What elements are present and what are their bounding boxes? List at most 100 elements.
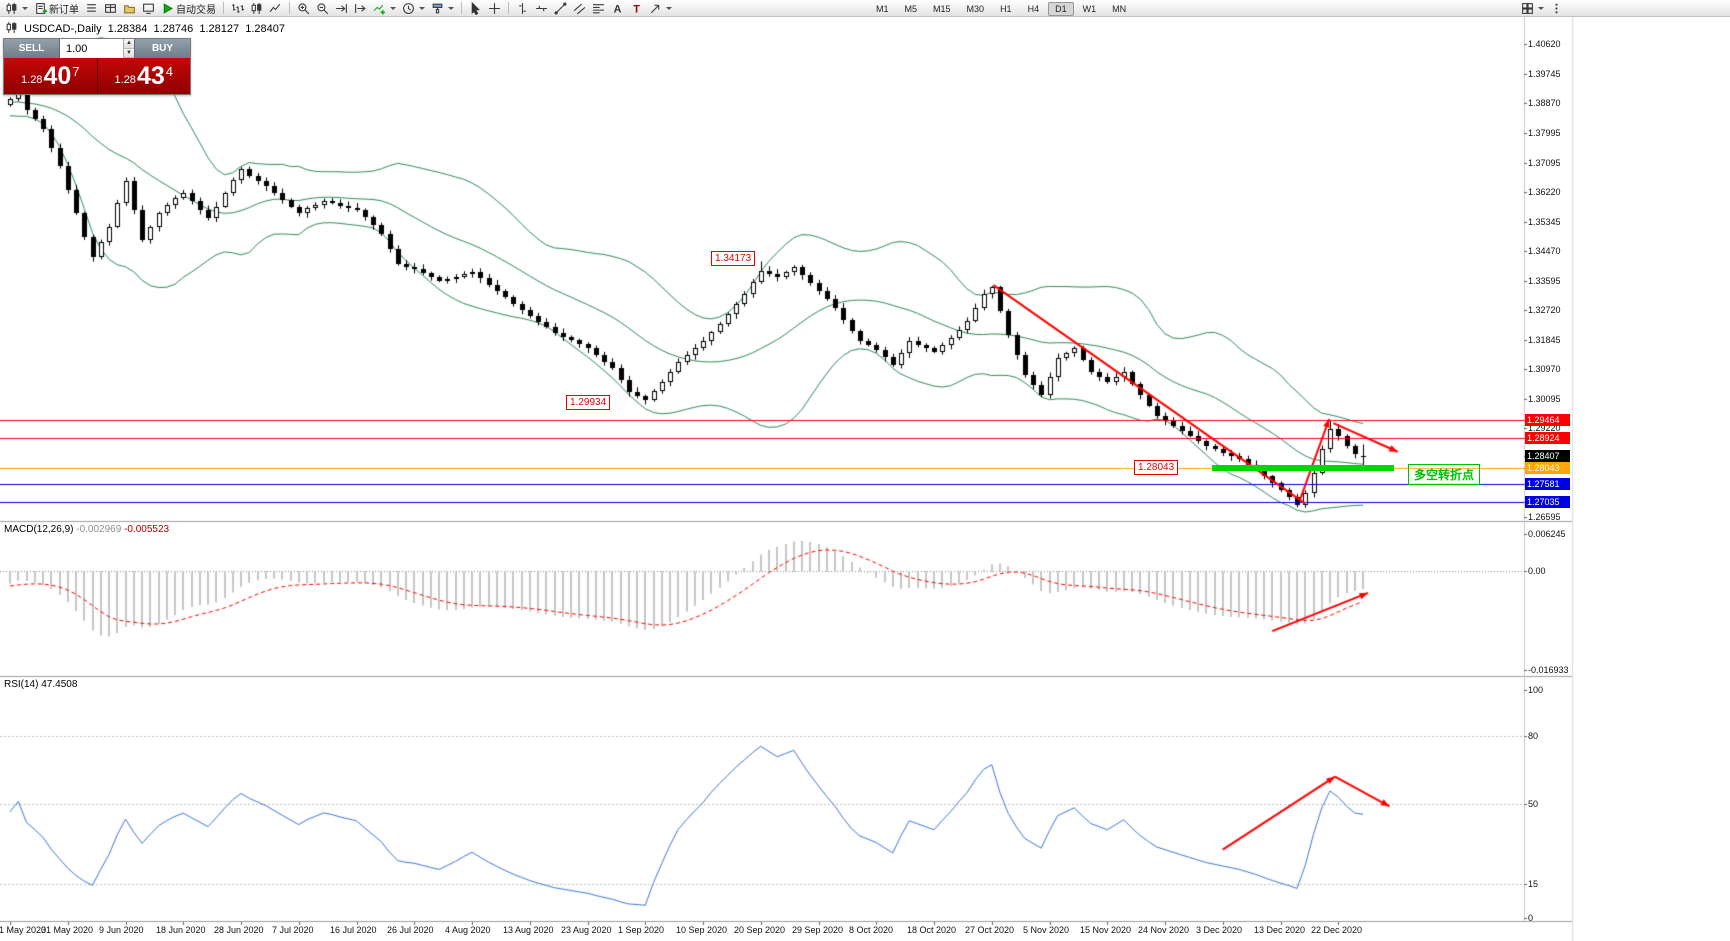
arrows-icon[interactable] xyxy=(646,1,675,16)
price-scale-label: 1.30095 xyxy=(1528,393,1561,404)
chevron-down-icon xyxy=(448,6,454,10)
timeframe-w1[interactable]: W1 xyxy=(1082,3,1097,14)
date-label: 10 Sep 2020 xyxy=(676,925,728,935)
price-line-label: 1.27035 xyxy=(1525,496,1570,509)
zoom-out-icon[interactable] xyxy=(313,1,332,16)
timeframe-m30[interactable]: M30 xyxy=(966,3,985,14)
date-label: 22 Dec 2020 xyxy=(1311,925,1363,935)
date-label: 13 Dec 2020 xyxy=(1254,925,1306,935)
text-icon[interactable]: A xyxy=(608,1,627,16)
lot-size-field[interactable]: 1.00 ▲ ▼ xyxy=(60,39,134,58)
rsi-scale-label: 15 xyxy=(1528,878,1539,889)
price-scale-label: 1.40620 xyxy=(1528,39,1561,49)
date-label: 20 Sep 2020 xyxy=(734,925,786,935)
timeframe-h4[interactable]: H4 xyxy=(1027,3,1040,14)
sell-price-display[interactable]: 1.28 40 7 xyxy=(4,58,98,94)
chevron-down-icon xyxy=(390,6,396,10)
timeframe-mn[interactable]: MN xyxy=(1112,3,1127,14)
new-chart-icon[interactable] xyxy=(2,1,31,16)
channel-icon[interactable] xyxy=(570,1,589,16)
price-line-label: 1.28924 xyxy=(1525,432,1570,445)
sell-button[interactable]: SELL xyxy=(4,39,60,58)
date-label: 28 Jun 2020 xyxy=(214,925,264,935)
autotrading-button-label: 自动交易 xyxy=(176,4,216,16)
chevron-down-icon xyxy=(666,6,672,10)
sell-price-big: 40 xyxy=(43,62,72,90)
candlestick-chart-icon[interactable] xyxy=(247,1,266,16)
price-scale-label: 1.39745 xyxy=(1528,68,1561,79)
zoom-in-icon[interactable] xyxy=(294,1,313,16)
data-window-icon[interactable] xyxy=(101,1,120,16)
bar-chart-icon[interactable] xyxy=(228,1,247,16)
rsi-scale-label: 50 xyxy=(1528,799,1539,809)
timeframe-toolbar: M1 M5 M15 M30 H1 H4 D1 W1 MN xyxy=(868,1,1134,16)
price-scale-label: 1.32720 xyxy=(1528,305,1561,316)
macd-signal-value: -0.005523 xyxy=(124,524,170,535)
price-scale-label: 1.34470 xyxy=(1528,246,1561,257)
price-scale-label: 1.38870 xyxy=(1528,98,1561,109)
timeframe-d1[interactable]: D1 xyxy=(1048,1,1074,16)
cursor-icon[interactable] xyxy=(466,1,485,16)
price-tag[interactable]: 1.34173 xyxy=(711,251,756,266)
macd-main-value: -0.002969 xyxy=(76,524,122,535)
date-label: 15 Nov 2020 xyxy=(1080,925,1132,935)
arrange-windows-icon[interactable] xyxy=(1518,1,1547,16)
vertical-line-icon[interactable] xyxy=(513,1,532,16)
chart-shift-icon[interactable] xyxy=(351,1,370,16)
crosshair-icon[interactable] xyxy=(485,1,504,16)
buy-price-display[interactable]: 1.28 43 4 xyxy=(97,58,190,94)
new-order-button-label: 新订单 xyxy=(49,4,79,16)
symbol-period-label: USDCAD-,Daily xyxy=(24,23,102,35)
price-scale-label: 1.36220 xyxy=(1528,187,1561,198)
lot-size-value[interactable]: 1.00 xyxy=(66,42,88,55)
navigator-icon[interactable] xyxy=(120,1,139,16)
chart-symbol-icon xyxy=(5,21,18,37)
ohlc-values: 1.28384 1.28746 1.28127 1.28407 xyxy=(107,23,286,35)
turning-point-note[interactable]: 多空转折点 xyxy=(1408,464,1481,485)
lot-spinner[interactable]: ▲ ▼ xyxy=(123,39,134,58)
timeframe-m1[interactable]: M1 xyxy=(876,3,889,14)
price-scale-label: 1.37995 xyxy=(1528,127,1561,138)
trendline-icon[interactable] xyxy=(551,1,570,16)
macd-scale-label: 0.00 xyxy=(1528,565,1546,576)
date-label: 18 Oct 2020 xyxy=(907,925,957,935)
new-order-button[interactable]: 新订单 xyxy=(31,1,82,16)
date-label: 1 Sep 2020 xyxy=(618,925,665,935)
indicators-icon[interactable] xyxy=(370,1,399,16)
one-click-header: SELL 1.00 ▲ ▼ BUY xyxy=(4,39,190,58)
chevron-down-icon xyxy=(1538,7,1544,10)
line-chart-icon[interactable] xyxy=(266,1,285,16)
terminal-icon[interactable] xyxy=(139,1,158,16)
one-click-prices: 1.28 40 7 1.28 43 4 xyxy=(4,58,190,94)
autotrading-button[interactable]: 自动交易 xyxy=(158,1,219,16)
lot-up-icon[interactable]: ▲ xyxy=(124,39,134,49)
chart-title: USDCAD-,Daily 1.28384 1.28746 1.28127 1.… xyxy=(5,21,285,37)
label-icon[interactable]: T xyxy=(627,1,646,16)
templates-icon[interactable] xyxy=(428,1,457,16)
buy-price-pip: 4 xyxy=(165,63,173,79)
horizontal-line-icon[interactable] xyxy=(532,1,551,16)
toolbar-options-icon[interactable] xyxy=(1547,1,1566,16)
price-tag[interactable]: 1.28043 xyxy=(1134,460,1179,475)
support-zone-line[interactable] xyxy=(1212,465,1394,471)
auto-scroll-icon[interactable] xyxy=(332,1,351,16)
market-watch-icon[interactable] xyxy=(82,1,101,16)
price-tag[interactable]: 1.29934 xyxy=(566,395,611,410)
lot-down-icon[interactable]: ▼ xyxy=(124,48,134,58)
toolbar: 新订单 自动交易 A T xyxy=(0,0,1730,17)
fibonacci-icon[interactable] xyxy=(589,1,608,16)
price-scale-label: 1.37095 xyxy=(1528,157,1561,168)
periods-icon[interactable] xyxy=(399,1,428,16)
timeframe-h1[interactable]: H1 xyxy=(1000,3,1012,14)
timeframe-m5[interactable]: M5 xyxy=(904,3,918,14)
macd-indicator-label: MACD(12,26,9) -0.002969 -0.005523 xyxy=(4,524,169,535)
date-label: 4 Aug 2020 xyxy=(445,925,491,935)
buy-button[interactable]: BUY xyxy=(134,39,190,58)
price-scale-label: 1.33595 xyxy=(1528,275,1561,286)
date-label: 27 Oct 2020 xyxy=(965,925,1015,935)
date-label: 16 Jul 2020 xyxy=(330,925,377,935)
timeframe-m15[interactable]: M15 xyxy=(933,3,951,14)
buy-price-prefix: 1.28 xyxy=(114,74,136,86)
